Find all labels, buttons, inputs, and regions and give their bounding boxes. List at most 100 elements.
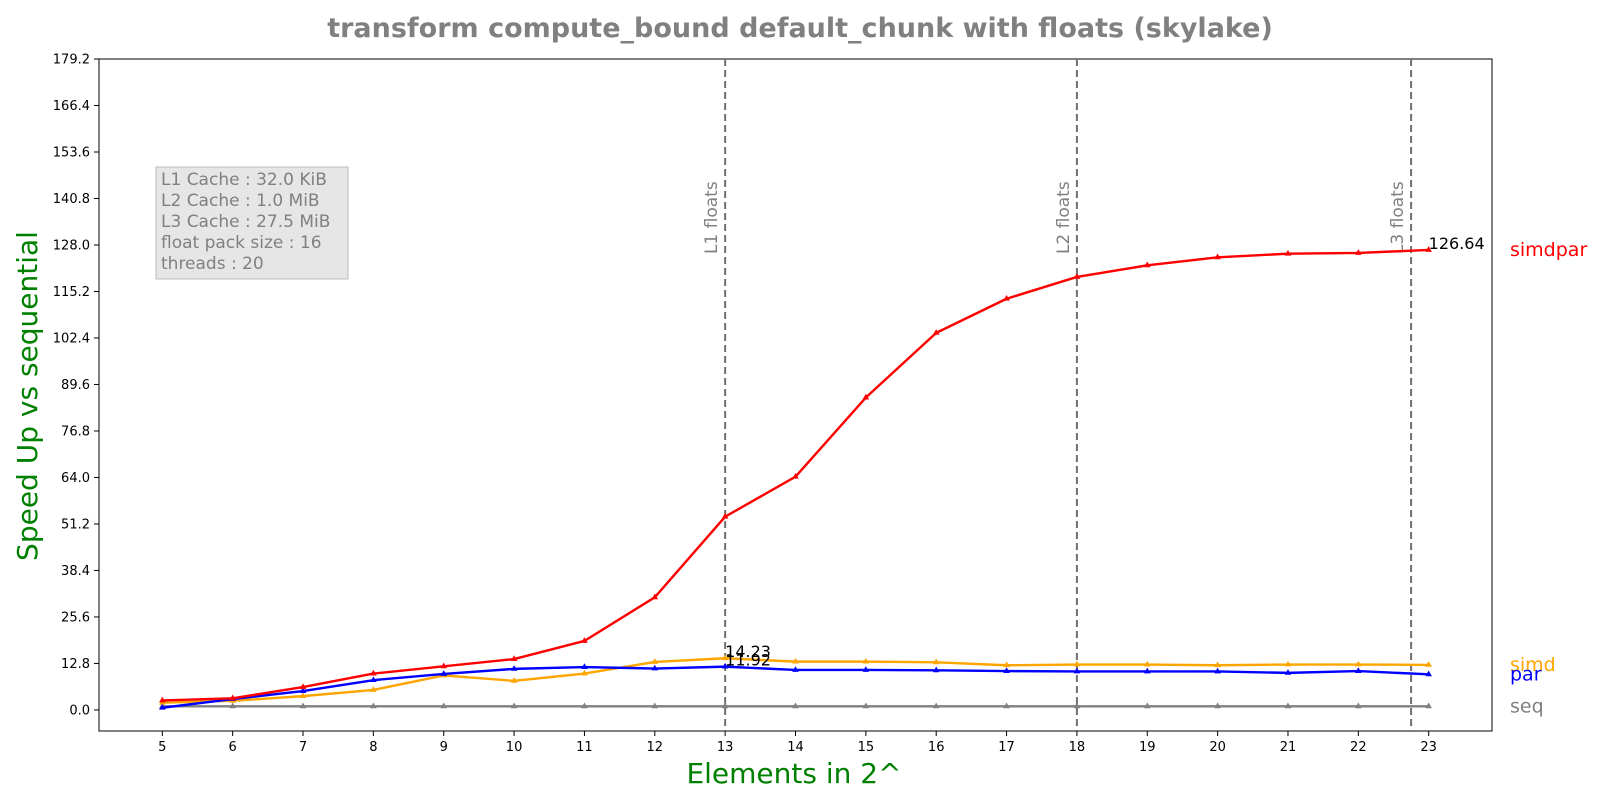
- y-tick-label: 128.0: [53, 238, 90, 253]
- info-line: float pack size : 16: [161, 233, 322, 253]
- data-point-simd: [932, 658, 940, 665]
- series-par: [159, 662, 1432, 710]
- data-point-par: [1143, 667, 1151, 674]
- x-tick-label: 12: [647, 740, 664, 755]
- data-point-par: [651, 664, 659, 671]
- data-label: 14.23: [725, 642, 771, 661]
- vline-label-l2-floats: L2 floats: [1054, 181, 1074, 254]
- data-point-par: [510, 665, 518, 671]
- data-point-simd: [1214, 661, 1221, 668]
- data-point-seq: [862, 702, 870, 709]
- x-tick-label: 7: [299, 740, 307, 755]
- data-label: 11.92: [725, 651, 771, 670]
- data-point-seq: [1143, 702, 1151, 709]
- x-tick-label: 20: [1209, 740, 1226, 755]
- info-line: threads : 20: [161, 254, 264, 274]
- data-point-par: [1073, 667, 1081, 674]
- x-tick-label: 19: [1139, 740, 1156, 755]
- y-ticks-layer: 0.0 12.8 25.6 38.4 51.2 64.0 76.8 89.6 102.4 115.…: [53, 53, 99, 718]
- data-point-par: [1425, 670, 1432, 677]
- data-point-simdpar: [159, 696, 166, 703]
- data-point-simd: [1003, 661, 1010, 668]
- data-point-simd: [1143, 660, 1151, 667]
- data-point-seq: [1355, 702, 1362, 709]
- info-box-background: [155, 166, 349, 280]
- data-point-simdpar: [721, 512, 729, 519]
- y-tick-label: 140.8: [53, 192, 90, 207]
- data-point-par: [721, 662, 729, 669]
- x-tick-label: 21: [1280, 740, 1297, 755]
- legend-label-par: par: [1510, 663, 1542, 685]
- x-tick-label: 16: [928, 740, 945, 755]
- x-axis-label: Elements in 2^: [686, 757, 901, 790]
- y-tick-label: 102.4: [53, 331, 90, 346]
- vline-label-l1-floats: L1 floats: [702, 181, 722, 254]
- data-point-seq: [1073, 702, 1081, 709]
- data-point-simdpar: [1003, 294, 1010, 301]
- data-point-simd: [721, 654, 729, 661]
- data-point-simdpar: [510, 655, 518, 661]
- x-tick-label: 5: [158, 740, 166, 755]
- data-point-par: [1355, 667, 1362, 673]
- data-point-simd: [651, 658, 659, 664]
- data-point-simdpar: [1355, 249, 1362, 255]
- legend-layer: seq simdpar simdpar: [1510, 239, 1587, 717]
- chart-title: transform compute_bound default_chunk wi…: [327, 13, 1273, 44]
- y-tick-label: 153.6: [53, 145, 90, 160]
- y-tick-label: 38.4: [61, 564, 90, 579]
- data-point-simd: [581, 669, 588, 676]
- y-tick-label: 76.8: [61, 424, 90, 439]
- x-tick-label: 13: [717, 740, 734, 755]
- info-line: L1 Cache : 32.0 KiB: [161, 170, 327, 190]
- x-tick-label: 11: [576, 740, 593, 755]
- data-point-simdpar: [792, 472, 799, 479]
- x-ticks-layer: 5 6 7 8 9 10 11 12 13 14 15 16 17 18 19 20 21 22 23: [158, 731, 1437, 755]
- data-point-par: [932, 666, 940, 673]
- data-point-simdpar: [651, 593, 659, 600]
- y-tick-label: 51.2: [61, 517, 90, 532]
- x-tick-label: 10: [506, 740, 523, 755]
- x-tick-label: 22: [1350, 740, 1367, 755]
- data-point-seq: [792, 702, 799, 709]
- data-point-simdpar: [1143, 261, 1151, 268]
- data-point-simdpar: [299, 683, 307, 689]
- data-point-par: [1214, 667, 1221, 674]
- data-point-seq: [510, 702, 518, 709]
- y-tick-label: 12.8: [61, 657, 90, 672]
- data-point-par: [440, 670, 448, 676]
- series-layer: [159, 246, 1432, 710]
- data-point-par: [299, 687, 307, 693]
- data-point-par: [581, 663, 588, 669]
- data-point-par: [792, 666, 799, 672]
- data-point-seq: [1003, 702, 1010, 709]
- y-tick-label: 89.6: [61, 378, 90, 393]
- y-tick-label: 0.0: [69, 703, 90, 718]
- y-tick-label: 179.2: [53, 53, 90, 68]
- data-point-simdpar: [370, 669, 377, 676]
- legend-label-seq: seq: [1510, 695, 1544, 717]
- data-point-seq: [581, 702, 588, 709]
- data-point-simd: [1425, 661, 1432, 667]
- series-seq: [159, 702, 1432, 709]
- data-point-seq: [370, 702, 377, 709]
- y-tick-label: 64.0: [61, 471, 90, 486]
- x-tick-label: 14: [787, 740, 804, 755]
- data-point-simdpar: [229, 694, 236, 701]
- vertical-lines-layer: L1 floats L2 floats L3 floats: [702, 59, 1413, 731]
- data-point-simd: [1284, 660, 1292, 667]
- data-point-simd: [1355, 660, 1362, 667]
- x-tick-label: 23: [1420, 740, 1437, 755]
- vline-label-l3-floats: L3 floats: [1388, 181, 1408, 254]
- series-simd: [159, 654, 1432, 705]
- data-point-simdpar: [1073, 273, 1081, 279]
- y-tick-label: 25.6: [61, 610, 90, 625]
- data-point-seq: [1425, 702, 1432, 709]
- y-tick-label: 166.4: [53, 99, 90, 114]
- x-tick-label: 15: [858, 740, 875, 755]
- series-simdpar: [159, 246, 1432, 703]
- data-point-simdpar: [1284, 249, 1292, 256]
- info-line: L2 Cache : 1.0 MiB: [161, 191, 320, 211]
